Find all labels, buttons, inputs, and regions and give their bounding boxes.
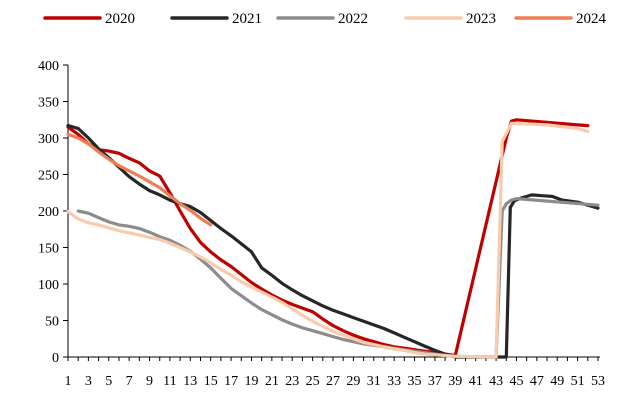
x-tick-label: 11: [163, 374, 176, 389]
y-tick-label: 100: [38, 278, 59, 293]
y-tick-label: 250: [38, 169, 59, 184]
x-tick-label: 3: [85, 374, 92, 389]
y-tick-label: 150: [38, 242, 59, 257]
x-tick-label: 43: [489, 374, 503, 389]
y-tick-label: 400: [38, 59, 59, 74]
y-tick-label: 300: [38, 132, 59, 147]
x-tick-label: 5: [105, 374, 112, 389]
x-tick-label: 9: [146, 374, 153, 389]
legend: 2020 2021 2022 2023 2024: [43, 11, 607, 27]
x-tick-label: 29: [346, 374, 360, 389]
series-line-2023: [66, 121, 590, 359]
legend-label-2022: 2022: [338, 11, 368, 27]
x-tick-label: 41: [469, 374, 483, 389]
legend-label-2024: 2024: [576, 11, 607, 27]
x-tick-label: 35: [408, 374, 422, 389]
y-tick-label: 0: [52, 351, 59, 366]
series-line-2021: [66, 124, 600, 359]
legend-label-2023: 2023: [466, 11, 496, 27]
legend-label-2020: 2020: [105, 11, 135, 27]
x-tick-label: 27: [326, 374, 340, 389]
x-tick-label: 1: [65, 374, 72, 389]
x-tick-label: 49: [550, 374, 564, 389]
x-tick-label: 31: [367, 374, 381, 389]
chart-series: [66, 118, 600, 359]
x-tick-label: 19: [244, 374, 258, 389]
x-tick-label: 23: [285, 374, 299, 389]
x-tick-label: 53: [591, 374, 605, 389]
y-tick-label: 350: [38, 96, 59, 111]
x-tick-label: 13: [183, 374, 197, 389]
x-tick-label: 15: [204, 374, 218, 389]
x-tick-label: 7: [126, 374, 133, 389]
series-line-2024: [66, 132, 213, 227]
legend-label-2021: 2021: [232, 11, 262, 27]
y-tick-label: 50: [45, 315, 59, 330]
y-tick-label: 200: [38, 205, 59, 220]
x-tick-label: 25: [306, 374, 320, 389]
x-tick-label: 17: [224, 374, 238, 389]
x-tick-label: 37: [428, 374, 442, 389]
x-tick-label: 33: [387, 374, 401, 389]
x-tick-label: 51: [571, 374, 585, 389]
x-tick-label: 39: [448, 374, 462, 389]
x-tick-label: 21: [265, 374, 279, 389]
x-tick-label: 47: [530, 374, 544, 389]
x-tick-label: 45: [509, 374, 523, 389]
